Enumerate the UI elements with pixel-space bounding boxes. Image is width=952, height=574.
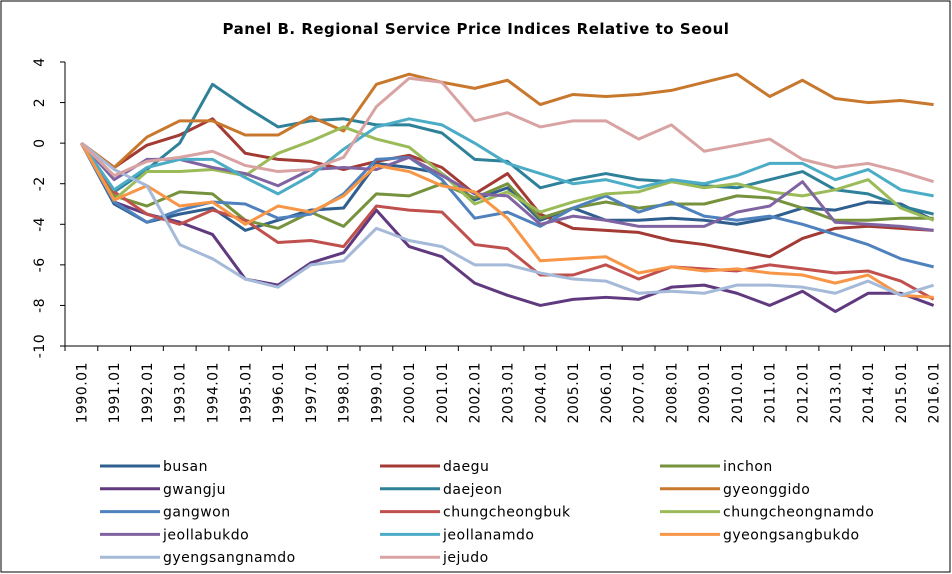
x-tick-label: 2004.01: [533, 362, 549, 423]
x-tick-label: 2003.01: [501, 362, 517, 423]
x-tick-label: 1999.01: [369, 362, 385, 423]
x-tick-label: 2011.01: [763, 362, 779, 423]
x-tick-label: 2015.01: [894, 362, 910, 423]
x-tick-label: 1993.01: [173, 362, 189, 423]
x-tick-label: 2005.01: [566, 362, 582, 423]
x-tick-label: 2006.01: [599, 362, 615, 423]
x-tick-label: 1991.01: [107, 362, 123, 423]
series-line: [80, 76, 935, 184]
x-tick-label: 1997.01: [304, 362, 320, 423]
series-line: [80, 142, 935, 314]
series-line: [80, 142, 935, 232]
series-line: [80, 142, 935, 301]
series-line: [80, 117, 934, 259]
legend-label: gwangju: [163, 482, 226, 498]
series-line: [80, 72, 934, 169]
y-tick-label: 4: [32, 57, 48, 66]
legend-label: chungcheongnamdo: [723, 505, 874, 521]
x-tick-label: 2001.01: [435, 362, 451, 423]
legend-label: jeollabukdo: [162, 527, 249, 543]
x-tick-label: 2016.01: [927, 362, 943, 423]
legend-label: gyeonggido: [723, 482, 810, 498]
x-tick-label: 2007.01: [632, 362, 648, 423]
series-line: [80, 117, 934, 198]
x-tick-label: 1995.01: [238, 362, 254, 423]
legend-label: gyeongsangbukdo: [723, 527, 860, 543]
legend-label: gyengsangnamdo: [163, 550, 296, 566]
series-line: [80, 125, 935, 222]
x-tick-label: 1990.01: [74, 362, 90, 423]
x-tick-label: 1992.01: [140, 362, 156, 423]
legend-label: daejeon: [443, 482, 503, 498]
x-tick-label: 1998.01: [337, 362, 353, 423]
legend-label: gangwon: [163, 505, 231, 521]
chart-title: Panel B. Regional Service Price Indices …: [223, 20, 730, 38]
x-tick-label: 2002.01: [468, 362, 484, 423]
series-line: [80, 142, 934, 232]
x-tick-label: 2014.01: [861, 362, 877, 423]
series-line: [80, 141, 935, 297]
legend-label: jejudo: [442, 550, 489, 566]
series-line: [80, 142, 934, 269]
y-tick-label: 2: [32, 98, 48, 107]
y-tick-label: -10: [32, 334, 48, 358]
x-tick-label: 2010.01: [730, 362, 746, 423]
legend-label: jeollanamdo: [442, 527, 534, 543]
x-tick-label: 2012.01: [796, 362, 812, 423]
x-tick-label: 2000.01: [402, 362, 418, 423]
x-tick-label: 2008.01: [664, 362, 680, 423]
series-line: [80, 142, 934, 299]
y-tick-label: -6: [32, 257, 48, 272]
legend-label: busan: [163, 459, 208, 475]
y-tick-label: -2: [32, 176, 48, 191]
y-tick-label: -4: [32, 217, 48, 232]
legend-label: chungcheongbuk: [443, 505, 571, 521]
series-line: [80, 82, 934, 216]
x-tick-label: 1996.01: [271, 362, 287, 423]
y-tick-label: 0: [32, 138, 48, 147]
legend-label: inchon: [723, 459, 773, 475]
y-tick-label: -8: [32, 298, 48, 313]
x-tick-label: 1994.01: [206, 362, 222, 423]
x-tick-label: 2013.01: [828, 362, 844, 423]
x-tick-label: 2009.01: [697, 362, 713, 423]
legend-label: daegu: [443, 459, 489, 475]
